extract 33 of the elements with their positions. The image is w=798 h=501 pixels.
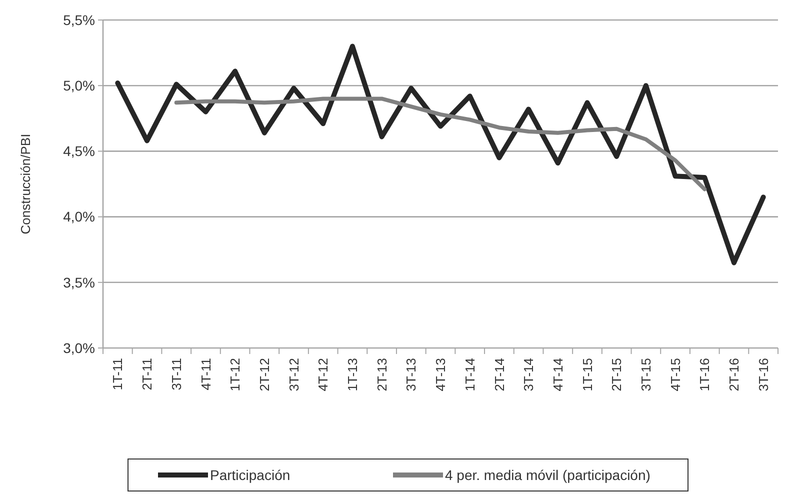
- y-tick-label: 5,0%: [63, 78, 95, 94]
- x-tick-label: 4T-14: [550, 358, 566, 392]
- y-tick-label: 3,0%: [63, 340, 95, 356]
- x-tick-label: 1T-11: [110, 358, 126, 390]
- x-tick-label: 1T-13: [345, 358, 360, 392]
- legend-label: Participación: [210, 466, 290, 483]
- y-tick-label: 3,5%: [63, 274, 95, 290]
- x-tick-label: 1T-15: [580, 358, 595, 392]
- x-tick-label: 3T-16: [756, 358, 771, 392]
- x-tick-label: 1T-16: [697, 358, 712, 392]
- x-tick-label: 2T-15: [609, 358, 624, 392]
- x-tick-label: 4T-11: [198, 358, 214, 390]
- x-tick-label: 2T-14: [492, 358, 507, 392]
- x-tick-label: 2T-11: [140, 358, 155, 390]
- legend-label: 4 per. media móvil (participación): [445, 466, 650, 483]
- x-tick-label: 2T-12: [256, 358, 272, 392]
- x-tick-label: 3T-11: [168, 358, 184, 390]
- x-tick-label: 4T-15: [668, 358, 683, 392]
- x-tick-label: 4T-12: [316, 358, 331, 392]
- y-tick-label: 4,5%: [63, 143, 95, 160]
- x-tick-label: 3T-14: [521, 358, 536, 392]
- line-series: [174, 96, 707, 192]
- x-tick-label: 2T-16: [726, 358, 742, 392]
- x-tick-label: 2T-13: [374, 358, 390, 392]
- x-tick-label: 3T-12: [286, 358, 302, 392]
- x-tick-label: 3T-15: [638, 358, 654, 392]
- x-tick-label: 1T-14: [462, 358, 478, 392]
- x-tick-label: 3T-13: [404, 358, 419, 392]
- x-tick-label: 1T-12: [228, 358, 243, 392]
- y-tick-label: 5,5%: [63, 12, 95, 28]
- x-tick-label: 4T-13: [433, 358, 448, 392]
- y-axis-title: Construcción/PBI: [18, 134, 33, 234]
- y-tick-label: 4,0%: [63, 208, 95, 225]
